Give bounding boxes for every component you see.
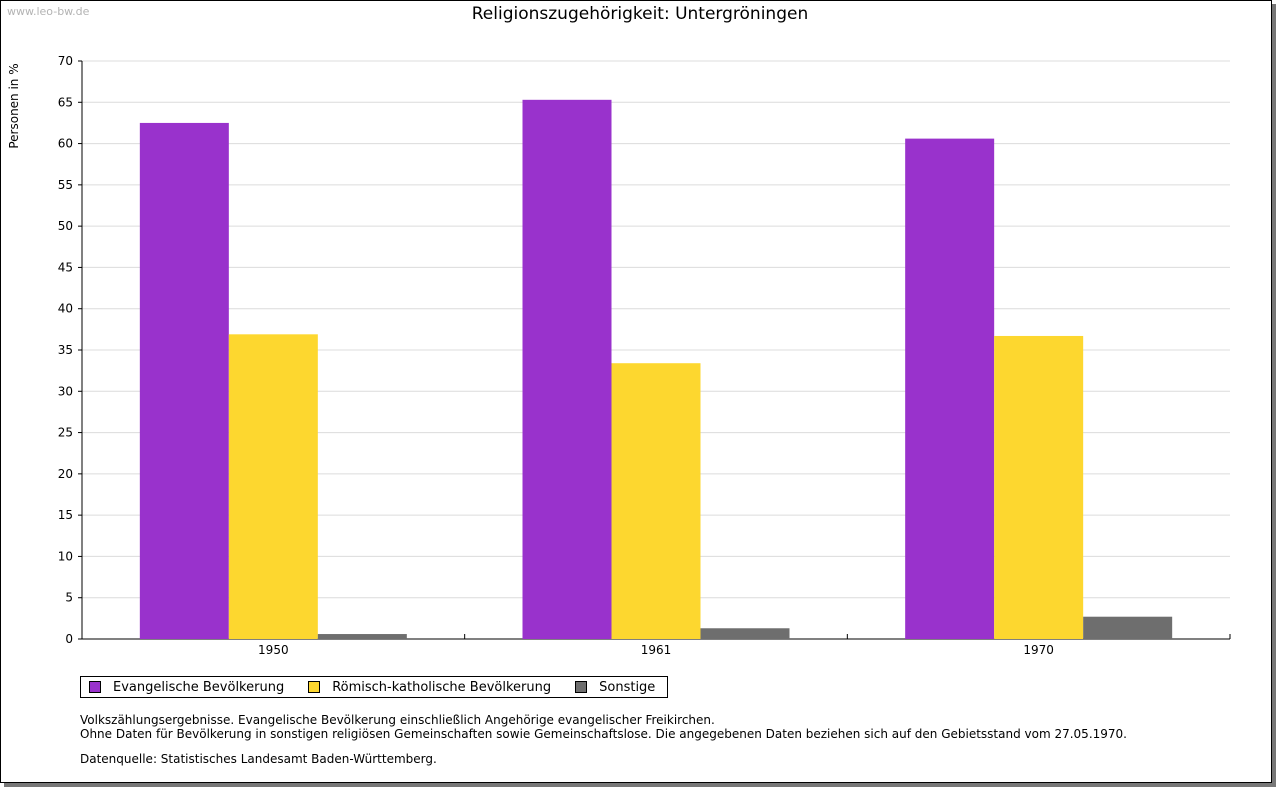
legend: Evangelische Bevölkerung Römisch-katholi… (80, 676, 669, 698)
data-source: Datenquelle: Statistisches Landesamt Bad… (80, 752, 437, 766)
chart-title: Religionszugehörigkeit: Untergröningen (471, 4, 809, 24)
bar-1950-3 (317, 634, 407, 639)
x-tick-label: 1950 (258, 643, 289, 657)
watermark: www.leo-bw.de (7, 5, 90, 18)
legend-swatch-katholisch (308, 681, 321, 693)
legend-label-katholisch: Römisch-katholische Bevölkerung (332, 679, 552, 695)
y-tick-label: 45 (58, 260, 73, 274)
y-tick-label: 30 (58, 384, 73, 398)
y-tick-label: 10 (58, 549, 73, 563)
x-tick-label: 1961 (641, 643, 672, 657)
bar-chart: 0 5 10 15 20 25 30 35 40 45 50 55 60 65 70 1950 1961 1970 (58, 54, 1231, 657)
legend-item-evangelisch: Evangelische Bevölkerung (89, 680, 284, 695)
bar-1961-3 (700, 628, 790, 639)
bar-1970-3 (1083, 616, 1173, 639)
legend-swatch-evangelisch (89, 681, 101, 693)
y-tick-label: 15 (58, 508, 73, 522)
legend-label-evangelisch: Evangelische Bevölkerung (113, 679, 285, 695)
bar-1970-2 (994, 335, 1084, 639)
bar-1961-2 (611, 363, 701, 639)
chart-notes: Volkszählungsergebnisse. Evangelische Be… (80, 713, 1127, 741)
y-tick-label: 20 (58, 467, 73, 481)
y-tick-label: 35 (58, 343, 73, 357)
legend-swatch-sonstige (575, 681, 588, 693)
y-tick-label: 5 (65, 591, 73, 605)
note-line-2: Ohne Daten für Bevölkerung in sonstigen … (80, 727, 1127, 741)
bar-1961-1 (522, 99, 612, 639)
bar-1970-1 (905, 138, 995, 640)
y-tick-label: 60 (58, 137, 73, 151)
y-tick-label: 70 (58, 54, 73, 68)
x-tick-label: 1970 (1023, 643, 1054, 657)
legend-item-katholisch: Römisch-katholische Bevölkerung (308, 680, 551, 695)
legend-item-sonstige: Sonstige (575, 680, 655, 695)
y-tick-label: 65 (58, 95, 73, 109)
bar-1950-1 (139, 122, 229, 639)
legend-label-sonstige: Sonstige (599, 679, 656, 695)
y-tick-label: 0 (65, 632, 73, 646)
y-tick-label: 25 (58, 426, 73, 440)
y-tick-label: 50 (58, 219, 73, 233)
bar-1950-2 (228, 334, 318, 639)
y-tick-label: 40 (58, 302, 73, 316)
y-tick-label: 55 (58, 178, 73, 192)
note-line-1: Volkszählungsergebnisse. Evangelische Be… (80, 713, 715, 727)
